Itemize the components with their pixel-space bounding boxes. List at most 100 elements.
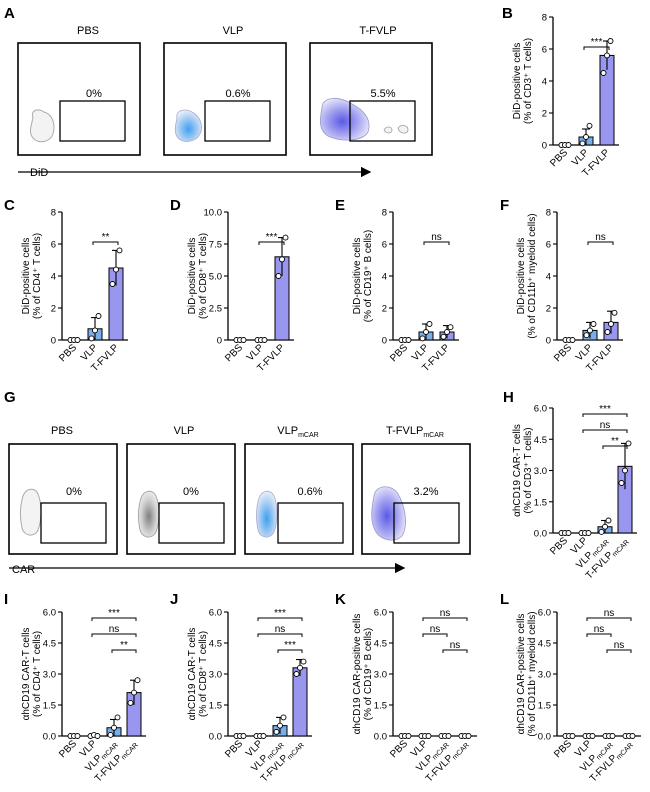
data-point	[275, 273, 282, 279]
data-point	[300, 658, 307, 665]
flow-g-gate-pbs	[40, 502, 107, 544]
flow-a-population-vlp	[174, 109, 202, 142]
flow-a-title-tfvlp: T-FVLP	[359, 25, 396, 37]
significance-label: ns	[109, 624, 120, 635]
category-label: PBS	[548, 147, 570, 169]
panel-label-k: K	[335, 591, 346, 608]
flow-a-title-pbs: PBS	[77, 25, 99, 37]
significance-bracket	[583, 46, 610, 50]
significance-label: ns	[600, 420, 611, 431]
y-tick-label: 2.5	[209, 304, 222, 315]
data-point	[94, 733, 101, 739]
data-point	[425, 733, 432, 739]
chart-b: 0 2 4 6 8 DiD-positive cells(% of CD3⁺ T cell…	[512, 13, 619, 179]
y-axis-label: DiD-positive cells(% of CD11b⁺ myeloid c…	[516, 213, 538, 338]
y-tick-label: 8	[546, 208, 551, 219]
significance-bracket	[442, 649, 468, 653]
data-point	[113, 266, 119, 273]
data-point	[74, 337, 81, 343]
data-point	[426, 321, 433, 327]
flow-g-title-tfvlpmcar: T-FVLPmCAR	[386, 425, 444, 439]
significance-label: ns	[614, 640, 625, 651]
chart-d: 0 2.5 5.0 7.5 10.0 DiD-positive cells(% of CD…	[187, 208, 294, 374]
flow-g-population-vlp	[138, 490, 160, 538]
y-tick-label: 4	[542, 77, 547, 88]
data-point	[583, 134, 589, 140]
y-tick-label: 0	[542, 141, 547, 152]
data-point	[277, 722, 283, 729]
data-point	[629, 733, 636, 739]
flow-panel-g: PBS VLP VLPmCAR T-FVLPmCAR 0% 0% 0.6% 3.…	[8, 425, 471, 576]
panel-label-g: G	[4, 389, 16, 406]
data-point	[114, 714, 121, 721]
significance-label: ns	[595, 232, 606, 243]
data-point	[134, 677, 141, 684]
data-point	[92, 327, 98, 334]
y-tick-label: 4.5	[538, 639, 551, 650]
data-point	[579, 140, 586, 147]
panel-label-b: B	[502, 5, 513, 22]
data-point	[600, 70, 607, 76]
flow-g-axis-label: CAR	[12, 564, 35, 576]
significance-label: ***	[284, 640, 296, 651]
flow-g-gate-vlpmcar	[277, 502, 344, 544]
y-tick-label: 6	[542, 45, 547, 56]
data-point	[95, 313, 102, 319]
y-axis-label: DiD-positive cells(% of CD19⁺ B cells)	[352, 230, 374, 323]
data-point	[423, 329, 429, 335]
y-tick-label: 10.0	[204, 208, 223, 219]
y-tick-label: 8	[542, 13, 547, 24]
significance-bracket	[423, 241, 450, 245]
data-point	[625, 440, 632, 447]
data-point	[282, 234, 289, 241]
significance-bracket	[582, 429, 628, 433]
data-point	[260, 733, 267, 739]
significance-bracket	[582, 413, 628, 417]
y-tick-label: 4.5	[374, 639, 387, 650]
y-tick-label: 0.0	[43, 732, 56, 743]
data-point	[608, 321, 614, 327]
significance-label: **	[611, 436, 619, 447]
data-point	[116, 247, 123, 254]
data-point	[444, 329, 450, 335]
panel-label-e: E	[335, 197, 345, 214]
flow-g-title-pbs: PBS	[51, 425, 73, 437]
y-tick-label: 1.5	[43, 701, 56, 712]
flow-a-percent-pbs: 0%	[86, 88, 102, 100]
y-tick-label: 4	[382, 272, 387, 283]
data-point	[279, 256, 285, 263]
y-tick-label: 0	[382, 336, 387, 347]
flow-a-gate-vlp	[204, 100, 271, 142]
panel-label-a: A	[4, 5, 15, 22]
significance-bracket	[602, 445, 628, 449]
data-point	[622, 467, 628, 474]
panel-labels: A B C D E F G H I J K L	[4, 5, 514, 608]
data-point	[605, 517, 612, 524]
data-point	[293, 671, 300, 677]
significance-label: ***	[599, 404, 611, 415]
category-label: PBS	[388, 738, 410, 760]
data-point	[405, 733, 412, 739]
y-tick-label: 6.0	[209, 608, 222, 619]
data-point	[405, 337, 412, 343]
y-axis-label: αhCD19 CAR-T cells(% of CD3⁺ T cells)	[512, 424, 534, 517]
data-point	[240, 337, 247, 343]
y-tick-label: 1.5	[374, 701, 387, 712]
significance-bracket	[422, 633, 448, 637]
data-point	[131, 689, 137, 696]
y-tick-label: 3.0	[374, 670, 387, 681]
chart-c: 0 2 4 6 8 DiD-positive cells(% of CD4⁺ T cell…	[21, 208, 128, 374]
y-axis-label: DiD-positive cells(% of CD8⁺ T cells)	[187, 233, 209, 319]
flow-g-percent-pbs: 0%	[66, 486, 82, 498]
data-point	[598, 529, 605, 535]
y-tick-label: 3.0	[534, 466, 547, 477]
flow-g-population-vlpmcar	[256, 490, 278, 538]
significance-bracket	[92, 241, 119, 245]
data-point	[445, 733, 452, 739]
flow-g-percent-vlpmcar: 0.6%	[297, 486, 322, 498]
y-tick-label: 4	[546, 272, 551, 283]
y-axis-label: DiD-positive cells(% of CD3⁺ T cells)	[512, 38, 534, 124]
data-point	[107, 732, 114, 738]
y-tick-label: 8	[51, 208, 56, 219]
